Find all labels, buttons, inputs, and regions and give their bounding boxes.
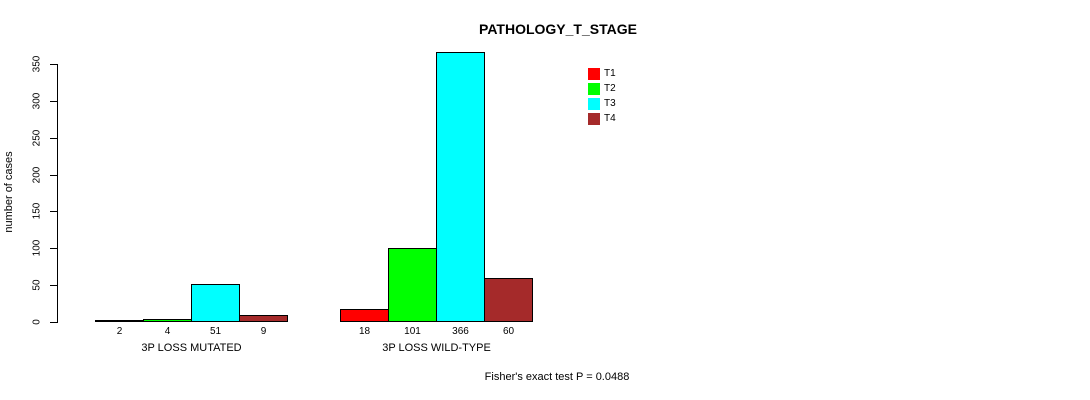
y-axis-tick	[50, 138, 57, 139]
y-axis-tick-label: 0	[31, 319, 43, 325]
y-axis-tick-label: 250	[31, 129, 43, 147]
x-axis-group-label: 3P LOSS MUTATED	[141, 342, 242, 354]
bar-value-label: 60	[502, 326, 515, 337]
bar-t4-group2	[484, 278, 533, 322]
legend-swatch-t1	[588, 67, 600, 80]
pvalue-annotation: Fisher's exact test P = 0.0488	[484, 371, 630, 383]
bar-value-label: 4	[164, 326, 171, 337]
bar-t1-group1	[95, 320, 144, 322]
y-axis-tick-label: 150	[31, 202, 43, 220]
y-axis-label: number of cases	[3, 151, 15, 233]
legend-swatch-t2	[588, 82, 600, 95]
bar-t1-group2	[340, 309, 389, 322]
bar-t3-group2	[436, 52, 485, 322]
y-axis-tick	[50, 64, 57, 65]
bar-value-label: 18	[358, 326, 371, 337]
legend-item: T3	[588, 96, 616, 111]
y-axis-tick	[50, 248, 57, 249]
bar-value-label: 9	[260, 326, 267, 337]
legend-label: T2	[604, 83, 616, 94]
y-axis-tick-label: 350	[31, 55, 43, 73]
y-axis-tick-label: 100	[31, 239, 43, 257]
bar-value-label: 51	[209, 326, 222, 337]
x-axis-group-label: 3P LOSS WILD-TYPE	[382, 342, 491, 354]
legend-item: T1	[588, 66, 616, 81]
y-axis-tick-label: 50	[31, 279, 43, 291]
y-axis-line	[57, 64, 58, 323]
legend: T1 T2 T3 T4	[588, 66, 616, 126]
bar-t2-group1	[143, 319, 192, 322]
y-axis-tick	[50, 285, 57, 286]
legend-label: T3	[604, 98, 616, 109]
y-axis-tick	[50, 322, 57, 323]
bar-value-label: 366	[452, 326, 469, 337]
legend-label: T1	[604, 68, 616, 79]
legend-item: T2	[588, 81, 616, 96]
y-axis-tick	[50, 211, 57, 212]
y-axis-tick	[50, 175, 57, 176]
bar-t3-group1	[191, 284, 240, 322]
legend-swatch-t3	[588, 97, 600, 110]
bar-value-label: 101	[404, 326, 421, 337]
bar-t4-group1	[239, 315, 288, 322]
y-axis-tick	[50, 101, 57, 102]
y-axis-tick-label: 200	[31, 166, 43, 184]
chart-title: PATHOLOGY_T_STAGE	[479, 21, 637, 37]
legend-swatch-t4	[588, 112, 600, 125]
y-axis-tick-label: 300	[31, 92, 43, 110]
bar-value-label: 2	[116, 326, 123, 337]
legend-item: T4	[588, 111, 616, 126]
bar-t2-group2	[388, 248, 437, 322]
legend-label: T4	[604, 113, 616, 124]
